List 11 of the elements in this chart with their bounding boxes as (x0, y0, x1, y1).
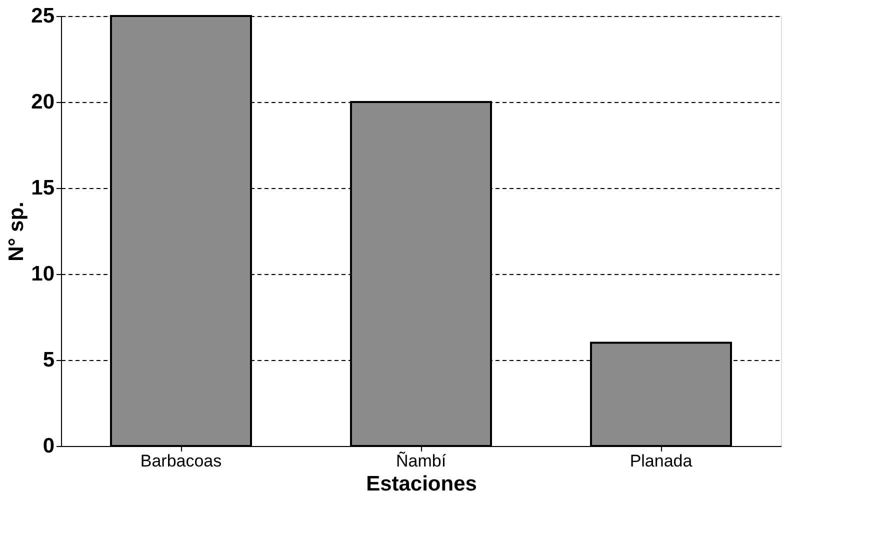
x-tick-label: Ñambí (396, 452, 446, 470)
y-tick-label: 15 (31, 176, 55, 200)
y-tick-label: 5 (42, 348, 55, 372)
y-tick-label: 20 (31, 90, 54, 114)
y-tick-label: 0 (42, 434, 54, 458)
y-tick-label: 25 (31, 4, 55, 28)
y-tick-label: 10 (31, 262, 54, 286)
x-tick-label: Planada (630, 452, 693, 470)
x-tick-label: Barbacoas (140, 452, 222, 470)
y-axis-title: N° sp. (5, 202, 28, 262)
x-axis-title: Estaciones (366, 472, 477, 496)
